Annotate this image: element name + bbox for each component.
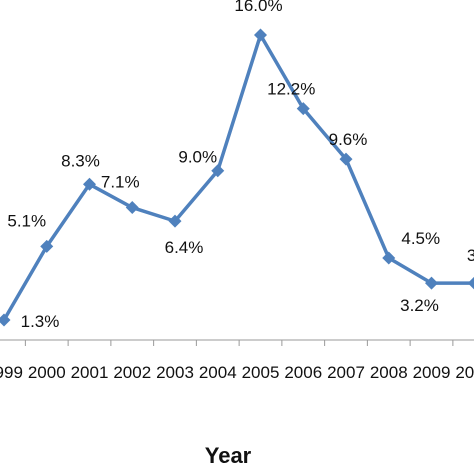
data-label: 5.1% bbox=[7, 211, 46, 230]
x-tick-label: 2008 bbox=[370, 363, 408, 382]
data-label: 3.2% bbox=[400, 296, 439, 315]
data-label: 16.0% bbox=[234, 0, 282, 15]
data-point-marker bbox=[125, 201, 139, 215]
data-point-marker bbox=[425, 276, 438, 290]
x-tick-label: 2000 bbox=[28, 363, 66, 382]
x-tick-label: 2003 bbox=[156, 363, 194, 382]
x-tick-label: 2001 bbox=[71, 363, 109, 382]
data-labels: 1.3% 5.1% 8.3%7.1% 6.4% 9.0% 16.0% 12.2% 9.6% 4.… bbox=[7, 0, 474, 331]
data-point-marker bbox=[382, 251, 396, 265]
x-tick-label: 1999 bbox=[0, 363, 23, 382]
series-line bbox=[2, 33, 474, 321]
x-tick-label: 2005 bbox=[242, 363, 280, 382]
x-tick-label: 2009 bbox=[413, 363, 451, 382]
data-label: 7.1% bbox=[101, 173, 140, 192]
data-label: 4.5% bbox=[401, 229, 440, 248]
x-tick-label: 2010 bbox=[455, 363, 474, 382]
series-markers bbox=[0, 28, 474, 327]
data-point-marker bbox=[0, 313, 11, 327]
data-point-marker bbox=[254, 28, 267, 42]
data-label: 1.3% bbox=[21, 312, 60, 331]
data-point-marker bbox=[83, 177, 96, 191]
x-tick-label: 2006 bbox=[284, 363, 322, 382]
data-label: 9.0% bbox=[178, 148, 217, 167]
data-point-marker bbox=[168, 214, 182, 228]
x-axis-ticks bbox=[24, 340, 454, 346]
x-axis-tick-labels: 1999200020012002200320042005200620072008… bbox=[0, 363, 474, 382]
x-tick-label: 2002 bbox=[113, 363, 151, 382]
data-label: 12.2% bbox=[267, 80, 315, 99]
data-label: 6.4% bbox=[165, 238, 204, 257]
x-axis-title: Year bbox=[205, 443, 252, 468]
x-tick-label: 2007 bbox=[327, 363, 365, 382]
data-point-marker bbox=[40, 239, 54, 253]
data-point-marker bbox=[211, 164, 225, 178]
data-label: 3.2% bbox=[467, 246, 474, 265]
data-point-marker bbox=[467, 276, 474, 290]
data-label: 8.3% bbox=[61, 151, 100, 170]
data-point-marker bbox=[339, 152, 353, 166]
data-point-marker bbox=[296, 102, 310, 116]
x-tick-label: 2004 bbox=[199, 363, 237, 382]
data-label: 9.6% bbox=[329, 130, 368, 149]
